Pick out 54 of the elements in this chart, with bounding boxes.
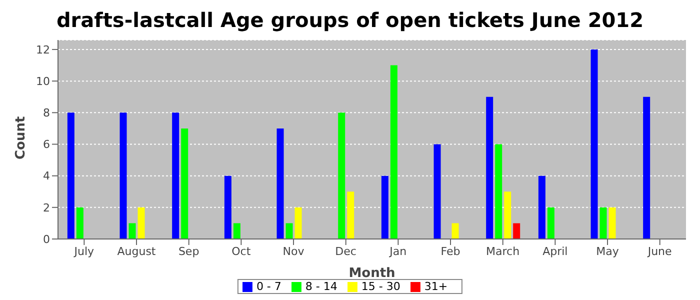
x-tick-label: July xyxy=(73,244,95,258)
bar xyxy=(643,96,650,239)
legend-label: 8 - 14 xyxy=(305,280,338,293)
x-tick-label: Jan xyxy=(388,244,407,258)
x-tick-label: Nov xyxy=(282,244,305,258)
y-tick-label: 10 xyxy=(36,74,50,88)
x-tick-label: August xyxy=(117,244,156,258)
x-tick-label: Sep xyxy=(178,244,200,258)
bar xyxy=(495,144,502,239)
bar xyxy=(120,112,127,239)
bar xyxy=(233,223,240,239)
bar xyxy=(486,96,494,239)
y-tick-label: 4 xyxy=(43,170,50,183)
bar xyxy=(600,207,607,239)
y-axis-title: Count xyxy=(14,116,29,160)
bar xyxy=(452,223,459,239)
bar xyxy=(338,112,346,239)
bar xyxy=(381,176,388,239)
chart-title: drafts-lastcall Age groups of open tickets June 2012 xyxy=(55,8,644,34)
x-tick-label: May xyxy=(596,244,620,258)
y-tick-label: 0 xyxy=(43,232,50,246)
y-tick-label: 8 xyxy=(43,106,50,120)
bar xyxy=(590,49,598,239)
bar xyxy=(513,223,520,239)
x-tick-label: April xyxy=(542,244,568,258)
legend-label: 31+ xyxy=(424,280,448,293)
bar xyxy=(504,192,512,239)
bar xyxy=(538,176,546,239)
x-tick-label: Dec xyxy=(335,244,356,258)
bar xyxy=(608,207,616,239)
y-tick-label: 2 xyxy=(43,201,50,214)
legend-label: 0 - 7 xyxy=(256,280,282,293)
bar xyxy=(434,144,441,239)
bar xyxy=(181,128,188,239)
x-tick-label: March xyxy=(486,244,520,258)
bar xyxy=(224,176,232,239)
bar xyxy=(547,207,554,239)
x-tick-label: June xyxy=(646,244,672,258)
x-tick-label: Oct xyxy=(232,244,252,258)
bar xyxy=(138,207,145,239)
y-tick-label: 6 xyxy=(43,138,50,152)
bar xyxy=(276,128,284,239)
bar xyxy=(390,65,398,239)
bar xyxy=(128,223,136,239)
bar xyxy=(67,112,74,239)
bar xyxy=(76,207,84,239)
legend-label: 15 - 30 xyxy=(361,280,400,293)
bar xyxy=(294,207,302,239)
bar xyxy=(172,112,180,239)
x-tick-label: Feb xyxy=(440,244,460,258)
bar xyxy=(286,223,293,239)
bar xyxy=(347,192,354,239)
x-axis-title: Month xyxy=(348,266,396,281)
y-tick-label: 12 xyxy=(36,43,50,56)
